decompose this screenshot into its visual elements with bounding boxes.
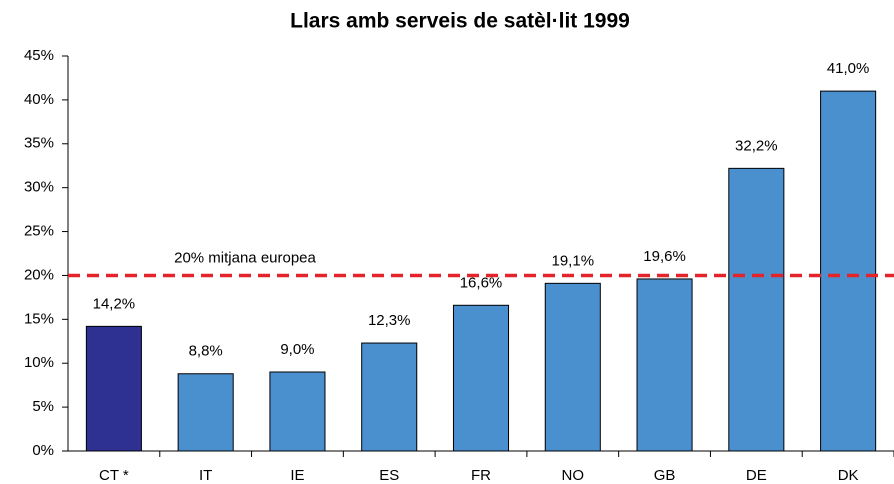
bar bbox=[85, 325, 142, 452]
bar bbox=[820, 90, 877, 452]
y-tick-label: 15% bbox=[24, 310, 54, 327]
x-tick-label: FR bbox=[471, 467, 491, 484]
y-tick-label: 5% bbox=[32, 398, 54, 415]
value-label: 8,8% bbox=[189, 343, 223, 360]
reference-label: 20% mitjana europea bbox=[174, 249, 316, 266]
y-tick-label: 25% bbox=[24, 223, 54, 240]
value-label: 14,2% bbox=[93, 295, 136, 312]
x-tick-label: GB bbox=[654, 467, 676, 484]
value-label: 16,6% bbox=[460, 274, 503, 291]
bar bbox=[361, 342, 418, 452]
y-tick-label: 30% bbox=[24, 179, 54, 196]
bar bbox=[177, 373, 234, 452]
x-tick-label: IT bbox=[199, 467, 212, 484]
y-tick-label: 40% bbox=[24, 91, 54, 108]
bar bbox=[452, 304, 510, 452]
y-tick-label: 20% bbox=[24, 266, 54, 283]
y-tick-label: 35% bbox=[24, 135, 54, 152]
x-tick-label: NO bbox=[562, 467, 585, 484]
x-tick-label: CT * bbox=[99, 467, 129, 484]
chart-title: Llars amb serveis de satèl·lit 1999 bbox=[290, 10, 630, 33]
bar bbox=[728, 167, 785, 452]
value-label: 19,1% bbox=[552, 252, 595, 269]
value-label: 41,0% bbox=[827, 60, 870, 77]
bar bbox=[269, 371, 326, 452]
value-label: 9,0% bbox=[280, 341, 314, 358]
y-tick-label: 0% bbox=[32, 442, 54, 459]
x-tick-label: DE bbox=[746, 467, 767, 484]
x-tick-label: ES bbox=[379, 467, 399, 484]
x-tick-label: IE bbox=[290, 467, 304, 484]
value-label: 12,3% bbox=[368, 312, 411, 329]
y-tick-label: 45% bbox=[24, 47, 54, 64]
bar bbox=[636, 278, 693, 452]
y-tick-label: 10% bbox=[24, 354, 54, 371]
bar bbox=[544, 282, 601, 452]
value-label: 19,6% bbox=[643, 248, 686, 265]
value-label: 32,2% bbox=[735, 137, 778, 154]
x-tick-label: DK bbox=[838, 467, 859, 484]
